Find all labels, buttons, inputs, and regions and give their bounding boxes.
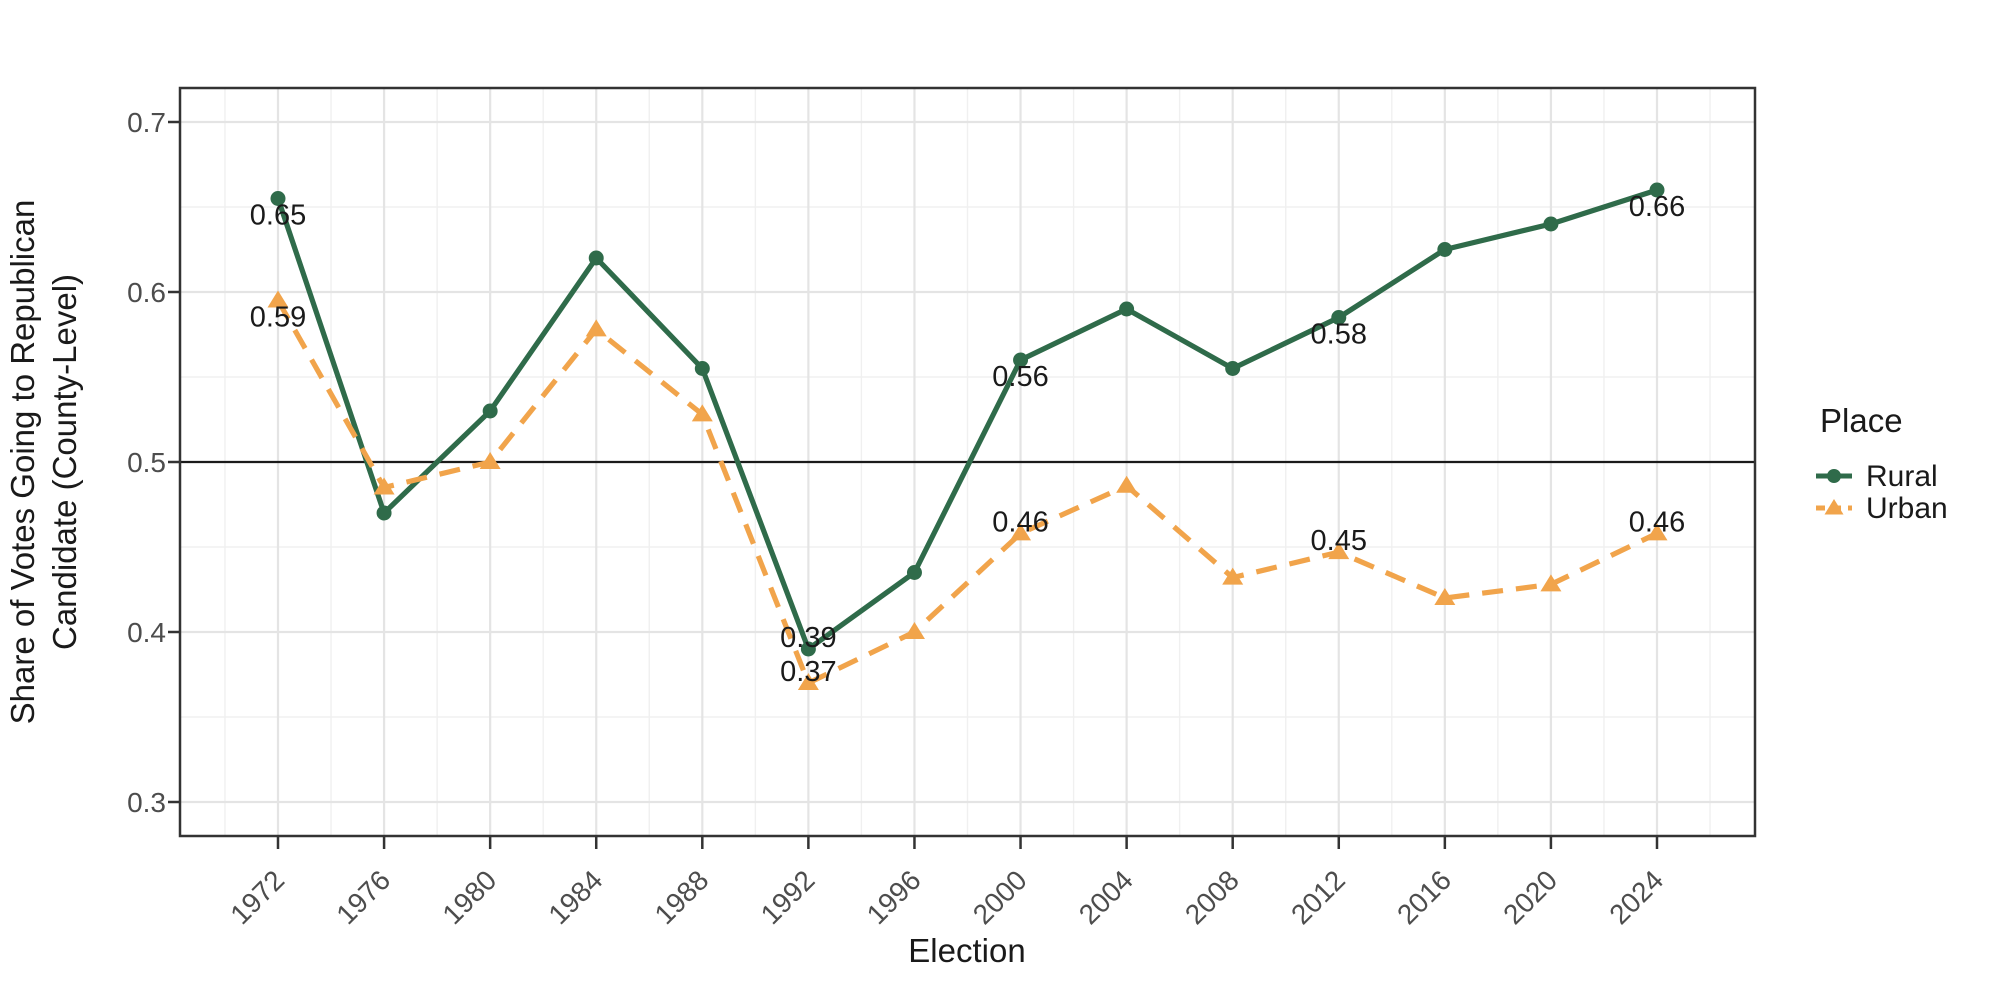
data-label-urban-2012: 0.45 (1311, 525, 1367, 557)
rural-point-2004 (1119, 301, 1135, 317)
urban-point-1988 (691, 404, 713, 422)
rural-point-2016 (1437, 242, 1453, 257)
rural-point-1984 (588, 250, 604, 266)
y-axis-title-line1: Share of Votes Going to Republican (4, 200, 41, 725)
rural-point-1996 (906, 565, 922, 580)
x-tick-label-2020: 2020 (1497, 864, 1563, 930)
y-axis-title-line2: Candidate (County-Level) (46, 274, 83, 650)
x-tick-label-2004: 2004 (1073, 864, 1139, 930)
rural-point-1988 (694, 361, 710, 376)
x-tick-label-2000: 2000 (967, 864, 1033, 930)
urban-point-2020 (1540, 574, 1562, 592)
urban-point-2016 (1434, 588, 1456, 605)
rural-point-1976 (376, 505, 392, 521)
x-tick-label-1972: 1972 (224, 864, 290, 930)
data-label-urban-1992: 0.37 (780, 656, 836, 688)
x-tick-label-1988: 1988 (649, 864, 715, 930)
rural-point-2020 (1543, 216, 1559, 232)
y-tick-label-0.7: 0.7 (127, 107, 166, 138)
legend-key-circle-icon (1827, 469, 1841, 483)
y-tick-label-0.5: 0.5 (127, 447, 166, 478)
axis-ticks (168, 120, 1659, 849)
x-axis-title: Election (908, 932, 1025, 969)
x-tick-label-2024: 2024 (1603, 864, 1669, 930)
urban-point-1980 (479, 452, 501, 469)
legend-label-rural: Rural (1866, 460, 1938, 493)
data-label-rural-2012: 0.58 (1311, 319, 1367, 351)
x-tick-label-2016: 2016 (1391, 864, 1457, 930)
urban-point-2024 (1646, 523, 1668, 541)
y-tick-label-0.3: 0.3 (127, 787, 166, 818)
y-tick-label-0.6: 0.6 (127, 277, 166, 308)
legend-key-triangle-icon (1824, 499, 1844, 515)
urban-point-2012 (1328, 542, 1350, 560)
urban-point-1984 (585, 319, 607, 337)
data-label-rural-2000: 0.56 (992, 361, 1048, 393)
y-tick-label-0.4: 0.4 (127, 617, 166, 648)
data-label-urban-1972: 0.59 (250, 302, 306, 334)
x-tick-label-2012: 2012 (1285, 864, 1351, 930)
rural-point-1992 (800, 641, 816, 657)
data-label-rural-1992: 0.39 (780, 622, 836, 654)
urban-point-1992 (797, 673, 819, 690)
data-label-urban-2024: 0.46 (1629, 506, 1685, 538)
x-tick-label-1980: 1980 (436, 864, 502, 930)
x-tick-label-1996: 1996 (861, 864, 927, 930)
urban-point-1972 (267, 290, 289, 308)
urban-line (275, 299, 1659, 686)
legend-title: Place (1820, 402, 1903, 439)
urban-point-1996 (903, 622, 925, 639)
rural-line (275, 187, 1658, 652)
data-label-urban-2000: 0.46 (992, 506, 1048, 538)
x-tick-label-1992: 1992 (755, 864, 821, 930)
x-tick-label-1976: 1976 (330, 864, 396, 930)
urban-point-2000 (1010, 523, 1032, 541)
urban-point-2004 (1116, 475, 1138, 493)
rural-point-1980 (482, 403, 498, 419)
urban-point-2008 (1222, 567, 1244, 585)
x-tick-label-1984: 1984 (543, 864, 609, 930)
data-label-rural-1972: 0.65 (250, 200, 306, 232)
legend-label-urban: Urban (1866, 492, 1948, 525)
x-tick-label-2008: 2008 (1179, 864, 1245, 930)
rural-point-2024 (1649, 182, 1665, 198)
rural-point-2000 (1013, 352, 1029, 368)
rural-point-1972 (270, 191, 286, 206)
urban-point-1976 (373, 477, 395, 495)
rural-point-2008 (1225, 361, 1241, 376)
series-layer (267, 182, 1668, 690)
data-label-rural-2024: 0.66 (1629, 191, 1685, 223)
rural-point-2012 (1331, 310, 1347, 325)
data-label-layer: 0.65 0.59 0.390.37 0.56 0.46 0.58 0.45 0.66 0.46 (250, 191, 1685, 688)
